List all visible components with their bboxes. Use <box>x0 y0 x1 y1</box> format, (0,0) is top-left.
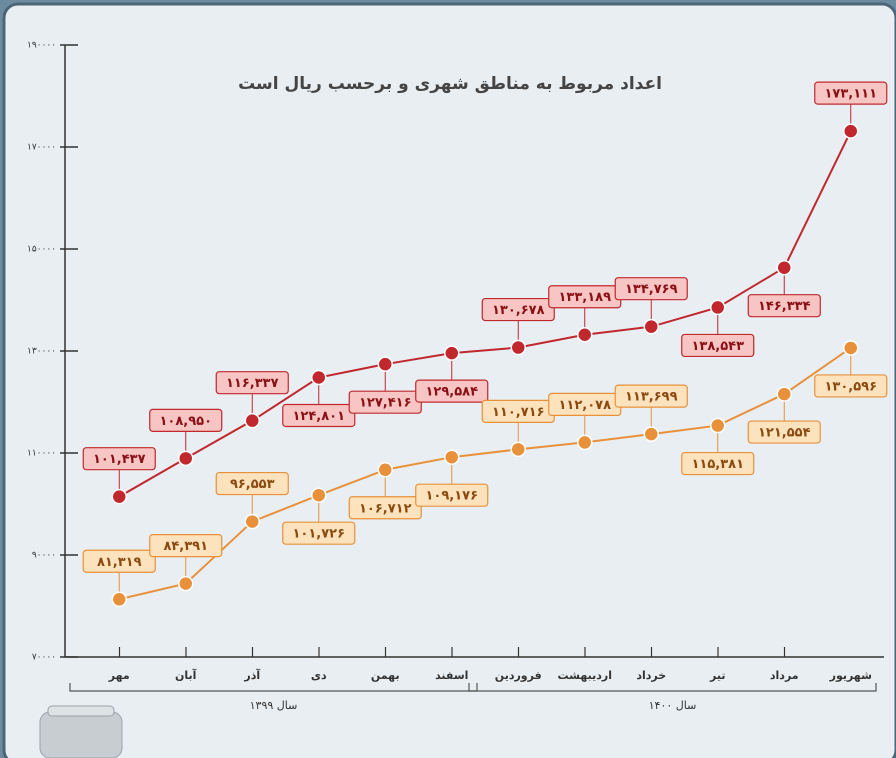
value-label: ۸۴,۳۹۱ <box>163 539 208 554</box>
value-label: ۱۴۶,۳۳۴ <box>758 299 811 314</box>
point <box>312 488 326 502</box>
point <box>777 387 791 401</box>
x-tick-label: مهر <box>108 669 130 682</box>
chart: اعداد مربوط به مناطق شهری و برحسب ریال ا… <box>0 0 896 758</box>
point <box>711 419 725 433</box>
x-tick-label: اردیبهشت <box>558 669 612 682</box>
bottle <box>40 706 122 758</box>
x-tick-label: فروردین <box>495 669 542 682</box>
x-tick-label: آذر <box>243 668 260 682</box>
point <box>644 320 658 334</box>
point <box>777 261 791 275</box>
value-label: ۹۶,۵۵۳ <box>230 477 275 492</box>
y-tick-label: ۷۰۰۰۰ <box>32 653 56 663</box>
y-tick-label: ۱۵۰۰۰۰ <box>27 245 56 255</box>
value-label: ۱۲۷,۴۱۶ <box>359 396 412 411</box>
value-label: ۱۱۲,۰۷۸ <box>558 398 611 413</box>
point <box>844 341 858 355</box>
point <box>312 371 326 385</box>
point <box>644 427 658 441</box>
value-label: ۱۱۳,۶۹۹ <box>625 390 678 405</box>
value-label: ۱۱۵,۳۸۱ <box>691 457 744 472</box>
value-label: ۱۱۶,۳۳۷ <box>226 376 279 391</box>
value-label: ۱۰۱,۴۳۷ <box>93 452 146 467</box>
y-tick-label: ۱۱۰۰۰۰ <box>27 449 56 459</box>
y-tick-label: ۱۹۰۰۰۰ <box>27 41 56 51</box>
page: اعداد مربوط به مناطق شهری و برحسب ریال ا… <box>0 0 896 758</box>
point <box>179 451 193 465</box>
x-tick-label: اسفند <box>435 669 468 682</box>
x-tick-label: تیر <box>709 669 725 682</box>
value-label: ۱۰۶,۷۱۲ <box>359 501 412 516</box>
point <box>844 124 858 138</box>
point <box>112 490 126 504</box>
value-label: ۸۱,۳۱۹ <box>97 555 142 570</box>
y-tick-label: ۱۷۰۰۰۰ <box>27 143 56 153</box>
x-tick-label: مرداد <box>770 669 799 682</box>
value-label: ۱۲۹,۵۸۴ <box>425 385 478 400</box>
x-tick-label: بهمن <box>371 669 400 682</box>
value-label: ۱۱۰,۷۱۶ <box>492 405 545 420</box>
point <box>112 592 126 606</box>
x-tick-label: آبان <box>175 668 197 682</box>
value-label: ۱۲۴,۸۰۱ <box>292 409 345 424</box>
value-label: ۱۳۰,۵۹۶ <box>824 379 877 394</box>
group-label: سال ۱۳۹۹ <box>250 699 298 712</box>
value-label: ۱۰۱,۷۲۶ <box>292 527 345 542</box>
group-label: سال ۱۴۰۰ <box>649 699 697 712</box>
value-label: ۱۳۴,۷۶۹ <box>625 282 678 297</box>
point <box>378 463 392 477</box>
value-label: ۱۳۸,۵۴۳ <box>691 339 744 354</box>
value-label: ۱۰۸,۹۵۰ <box>159 414 212 429</box>
value-label: ۱۰۹,۱۷۶ <box>425 489 478 504</box>
point <box>445 450 459 464</box>
chart-title: اعداد مربوط به مناطق شهری و برحسب ریال ا… <box>238 74 662 94</box>
point <box>511 341 525 355</box>
point <box>711 300 725 314</box>
point <box>245 414 259 428</box>
point <box>179 577 193 591</box>
point <box>578 328 592 342</box>
point <box>378 357 392 371</box>
value-label: ۱۳۳,۱۸۹ <box>558 290 611 305</box>
point <box>578 435 592 449</box>
y-tick-label: ۱۳۰۰۰۰ <box>27 347 56 357</box>
y-tick-label: ۹۰۰۰۰ <box>32 551 56 561</box>
value-label: ۱۷۳,۱۱۱ <box>824 87 877 102</box>
value-label: ۱۳۰,۶۷۸ <box>492 303 545 318</box>
x-tick-label: شهریور <box>829 669 872 682</box>
point <box>245 515 259 529</box>
value-label: ۱۲۱,۵۵۴ <box>758 426 811 441</box>
point <box>445 346 459 360</box>
point <box>511 442 525 456</box>
x-tick-label: خرداد <box>636 669 666 682</box>
x-tick-label: دی <box>311 669 327 682</box>
